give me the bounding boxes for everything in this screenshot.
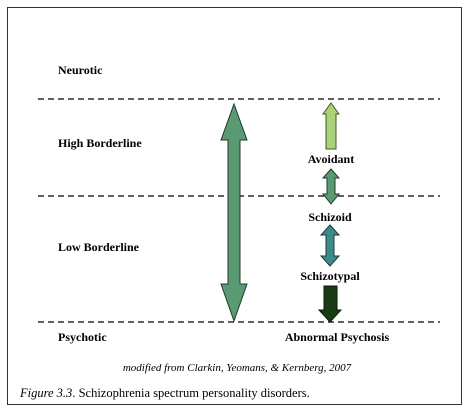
disorder-label-avoidant: Avoidant <box>308 152 354 166</box>
disorder-label-abnormal-psychosis: Abnormal Psychosis <box>285 330 390 344</box>
source-note: modified from Clarkin, Yeomans, & Kernbe… <box>123 362 352 374</box>
level-label-neurotic: Neurotic <box>58 63 103 77</box>
severity-range-double-arrow <box>220 102 248 323</box>
avoidant-up-arrow <box>322 102 340 150</box>
level-label-low-borderline: Low Borderline <box>58 240 140 254</box>
schizoid-schizotypal-double-arrow <box>319 224 341 267</box>
figure-caption-label: Figure 3.3 <box>19 386 72 400</box>
level-label-psychotic: Psychotic <box>58 330 107 344</box>
figure-caption-text: . Schizophrenia spectrum personality dis… <box>72 386 309 400</box>
schizotypal-down-arrow <box>317 285 343 323</box>
level-label-high-borderline: High Borderline <box>58 136 142 150</box>
figure-caption: Figure 3.3. Schizophrenia spectrum perso… <box>19 386 310 400</box>
figure-frame <box>7 7 462 405</box>
disorder-label-schizoid: Schizoid <box>308 210 352 224</box>
disorder-label-schizotypal: Schizotypal <box>300 269 360 283</box>
avoidant-schizoid-double-arrow <box>321 168 341 205</box>
